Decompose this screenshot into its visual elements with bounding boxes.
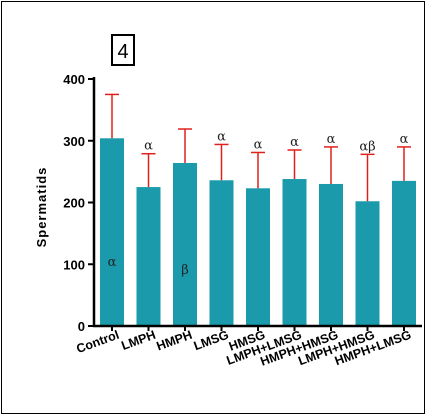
y-tick-label: 400 xyxy=(63,72,85,87)
y-axis-label: Spermatids xyxy=(34,167,49,248)
x-tick-label: LMSG xyxy=(192,328,231,354)
significance-label: α xyxy=(290,135,299,150)
x-tick-label: LMPH xyxy=(119,328,157,353)
y-tick-label: 100 xyxy=(63,257,85,272)
significance-label-inside: β xyxy=(181,263,189,278)
significance-label: α xyxy=(144,139,153,154)
bar-hmph-lmsg xyxy=(392,180,416,326)
bar-lmph-hmsg xyxy=(355,201,380,326)
bar-hmph-hmsg xyxy=(319,183,343,326)
significance-label: αβ xyxy=(359,139,375,154)
bar-hmsg xyxy=(246,188,270,326)
bar-control xyxy=(100,138,124,326)
bar-hmph xyxy=(173,162,197,326)
significance-label-inside: α xyxy=(108,255,117,270)
significance-label: α xyxy=(254,137,263,152)
significance-label: α xyxy=(217,129,226,144)
bar-lmph xyxy=(136,187,161,326)
y-tick-label: 0 xyxy=(78,319,85,334)
y-tick-label: 300 xyxy=(63,134,85,149)
bar-lmsg xyxy=(209,180,234,326)
panel-label: 4 xyxy=(111,34,135,66)
x-tick-label: HMPH xyxy=(155,328,194,354)
significance-label: α xyxy=(400,132,409,147)
panel-label-text: 4 xyxy=(117,41,128,63)
bar-lmph-lmsg xyxy=(282,179,307,326)
significance-label: α xyxy=(327,132,336,147)
y-tick-label: 200 xyxy=(63,196,85,211)
